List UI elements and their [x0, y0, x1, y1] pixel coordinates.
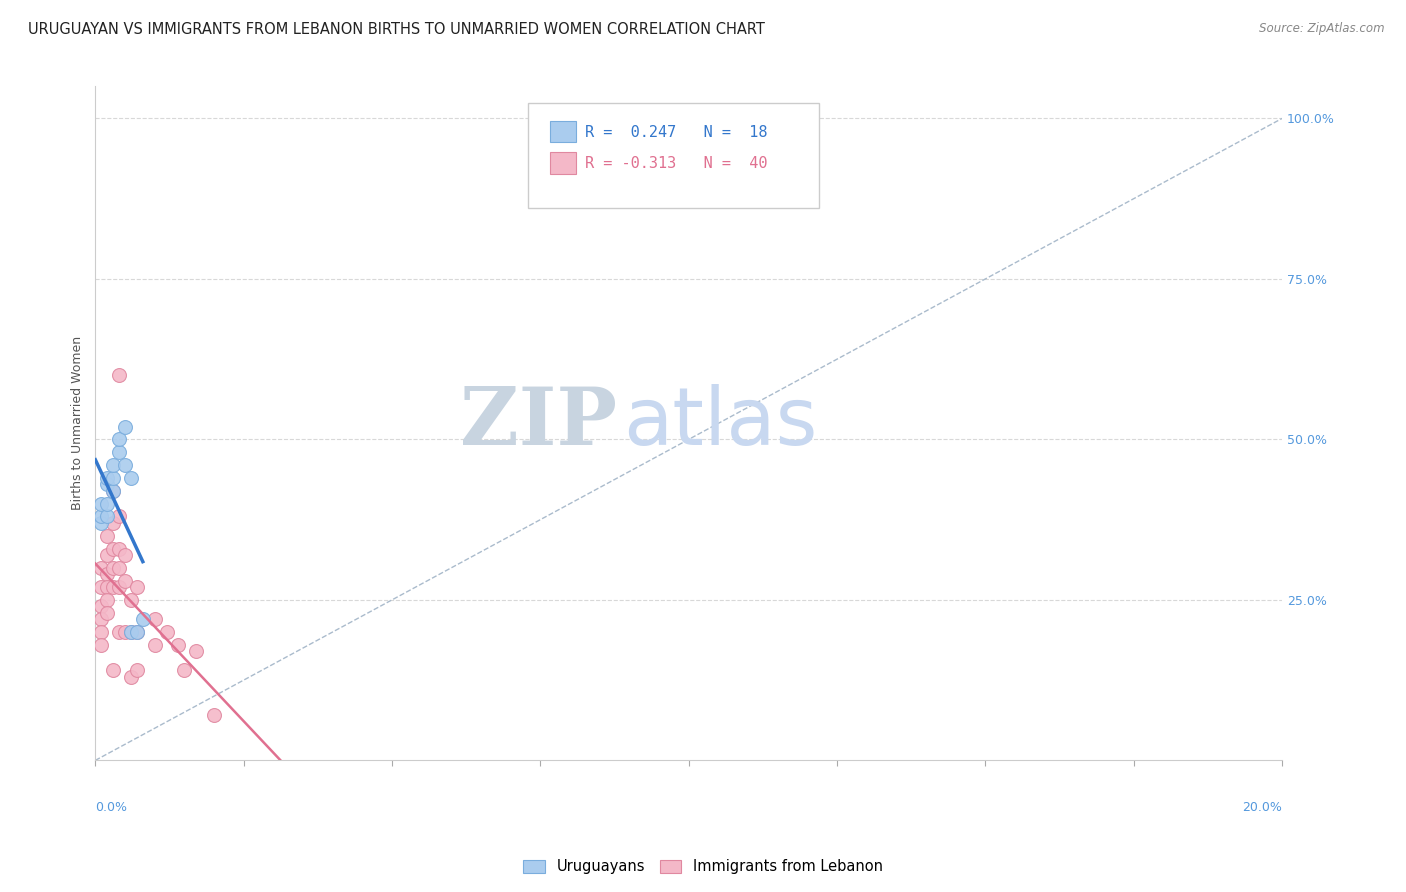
Point: [155, 624, 177, 639]
Point: [125, 664, 148, 678]
Text: URUGUAYAN VS IMMIGRANTS FROM LEBANON BIRTHS TO UNMARRIED WOMEN CORRELATION CHART: URUGUAYAN VS IMMIGRANTS FROM LEBANON BIR…: [28, 22, 765, 37]
Legend: Uruguayans, Immigrants from Lebanon: Uruguayans, Immigrants from Lebanon: [517, 854, 889, 880]
Point: [114, 624, 136, 639]
Point: [101, 516, 124, 530]
Point: [108, 541, 131, 556]
Point: [90, 599, 112, 614]
Point: [96, 580, 118, 594]
Point: [108, 561, 131, 575]
Text: 0.0%: 0.0%: [96, 801, 128, 814]
Point: [101, 580, 124, 594]
Point: [108, 433, 131, 447]
Point: [120, 593, 142, 607]
Point: [101, 471, 124, 485]
Point: [120, 471, 142, 485]
Point: [90, 497, 112, 511]
Point: [101, 483, 124, 498]
Text: 20.0%: 20.0%: [1241, 801, 1282, 814]
Text: ZIP: ZIP: [461, 384, 617, 462]
Point: [108, 509, 131, 524]
Point: [96, 567, 118, 582]
Point: [96, 509, 118, 524]
Point: [101, 541, 124, 556]
Point: [114, 574, 136, 588]
Point: [114, 458, 136, 472]
Point: [96, 593, 118, 607]
Point: [90, 612, 112, 626]
Bar: [550, 153, 576, 174]
Point: [108, 580, 131, 594]
Point: [101, 483, 124, 498]
Point: [120, 670, 142, 684]
Text: R = -0.313   N =  40: R = -0.313 N = 40: [585, 156, 768, 170]
Point: [120, 624, 142, 639]
Point: [125, 624, 148, 639]
Point: [90, 516, 112, 530]
Point: [90, 638, 112, 652]
Point: [101, 458, 124, 472]
Point: [114, 548, 136, 562]
Point: [90, 561, 112, 575]
Point: [173, 664, 195, 678]
Text: atlas: atlas: [623, 384, 818, 462]
Point: [114, 419, 136, 434]
Point: [108, 445, 131, 459]
Point: [90, 580, 112, 594]
Point: [132, 612, 155, 626]
Point: [143, 612, 166, 626]
Bar: [550, 120, 576, 143]
Point: [96, 477, 118, 491]
Point: [101, 664, 124, 678]
Point: [96, 606, 118, 620]
Point: [96, 497, 118, 511]
Text: R =  0.247   N =  18: R = 0.247 N = 18: [585, 125, 768, 140]
Point: [202, 708, 225, 723]
Point: [108, 368, 131, 383]
Y-axis label: Births to Unmarried Women: Births to Unmarried Women: [72, 336, 84, 510]
Text: Source: ZipAtlas.com: Source: ZipAtlas.com: [1260, 22, 1385, 36]
Point: [167, 638, 190, 652]
FancyBboxPatch shape: [529, 103, 820, 208]
Point: [108, 624, 131, 639]
Point: [125, 580, 148, 594]
Point: [186, 644, 208, 658]
Point: [90, 509, 112, 524]
Point: [90, 624, 112, 639]
Point: [125, 624, 148, 639]
Point: [96, 529, 118, 543]
Point: [96, 548, 118, 562]
Point: [143, 638, 166, 652]
Point: [96, 471, 118, 485]
Point: [101, 561, 124, 575]
Point: [120, 624, 142, 639]
